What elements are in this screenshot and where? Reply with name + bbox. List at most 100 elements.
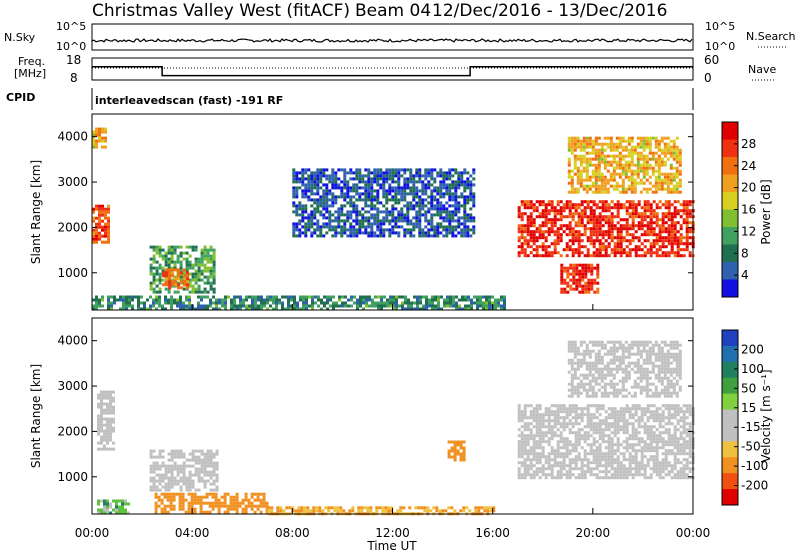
power-cell <box>171 280 175 284</box>
power-cell <box>672 172 676 176</box>
power-cell <box>439 189 443 193</box>
power-cell <box>610 248 614 252</box>
power-cell <box>517 224 521 228</box>
power-cell <box>104 225 107 229</box>
velocity-cell <box>604 446 608 450</box>
power-cell <box>298 201 302 205</box>
velocity-cell <box>160 510 164 514</box>
velocity-cell <box>586 425 590 429</box>
velocity-cell <box>538 413 542 417</box>
power-cell <box>406 228 410 232</box>
velocity-cell <box>173 479 177 483</box>
power-cell <box>316 174 320 178</box>
power-cell <box>313 174 317 178</box>
power-cell <box>203 263 207 267</box>
power-cell <box>627 187 631 191</box>
power-cell <box>563 266 567 270</box>
power-cell <box>179 245 183 249</box>
power-cell <box>162 274 166 278</box>
velocity-cell <box>652 434 656 438</box>
power-cell <box>649 224 653 228</box>
velocity-cell <box>97 429 100 433</box>
velocity-cell <box>523 428 527 432</box>
power-cell <box>391 198 395 202</box>
power-cell <box>194 269 198 273</box>
power-cell <box>131 304 134 308</box>
power-cell <box>654 151 658 155</box>
power-cell <box>415 192 419 196</box>
power-cell <box>394 198 398 202</box>
power-cell <box>664 245 668 249</box>
power-cell <box>634 248 638 252</box>
power-cell <box>242 304 245 308</box>
power-cell <box>412 225 416 229</box>
power-cell <box>577 206 581 210</box>
velocity-cell <box>625 476 629 480</box>
power-cell <box>593 290 597 294</box>
power-cell <box>595 239 599 243</box>
power-cell <box>603 157 607 161</box>
power-cell <box>292 204 296 208</box>
power-cell <box>571 248 575 252</box>
power-cell <box>466 201 470 205</box>
power-cell <box>603 178 607 182</box>
velocity-cell <box>568 464 572 468</box>
velocity-cell <box>646 431 650 435</box>
velocity-cell <box>640 452 644 456</box>
velocity-cell <box>643 413 647 417</box>
power-cell <box>676 239 680 243</box>
power-cell <box>616 233 620 237</box>
power-cell <box>523 227 527 231</box>
power-cell <box>582 157 586 161</box>
power-cell <box>334 210 338 214</box>
power-cell <box>239 304 242 308</box>
velocity-cell <box>625 437 629 441</box>
power-cell <box>472 171 476 175</box>
power-cell <box>517 230 521 234</box>
velocity-cell <box>571 461 575 465</box>
power-cell <box>98 207 101 211</box>
velocity-cell <box>550 458 554 462</box>
power-cell <box>544 215 548 219</box>
power-cell <box>520 248 524 252</box>
power-cell <box>352 231 356 235</box>
power-cell <box>467 304 470 308</box>
velocity-cell <box>211 507 215 511</box>
velocity-cell <box>643 443 647 447</box>
power-cell <box>305 298 308 302</box>
velocity-cell <box>616 413 620 417</box>
power-cell <box>367 180 371 184</box>
power-cell <box>98 210 101 214</box>
power-cell <box>541 248 545 252</box>
power-cell <box>316 204 320 208</box>
velocity-cell <box>550 476 554 480</box>
power-cell <box>621 169 625 173</box>
velocity-cell <box>562 455 566 459</box>
velocity-cell <box>253 492 257 496</box>
power-cell <box>682 206 686 210</box>
velocity-cell <box>152 485 156 489</box>
velocity-cell <box>664 416 668 420</box>
power-cell <box>188 295 191 299</box>
power-cell <box>101 136 104 140</box>
power-cell <box>566 284 570 288</box>
velocity-cell <box>646 443 650 447</box>
power-cell <box>436 174 440 178</box>
power-cell <box>579 160 583 164</box>
velocity-cell <box>646 449 650 453</box>
velocity-cell <box>97 423 100 427</box>
velocity-cell <box>390 506 394 510</box>
power-cell <box>248 304 251 308</box>
power-cell <box>619 230 623 234</box>
power-cell <box>371 298 374 302</box>
power-cell <box>430 234 434 238</box>
velocity-cell <box>152 455 156 459</box>
power-cell <box>95 304 98 308</box>
power-cell <box>517 251 521 255</box>
velocity-cell <box>520 443 524 447</box>
velocity-cell <box>598 413 602 417</box>
power-cell <box>576 172 580 176</box>
velocity-cell <box>562 425 566 429</box>
power-cell <box>618 163 622 167</box>
velocity-cell <box>589 419 593 423</box>
